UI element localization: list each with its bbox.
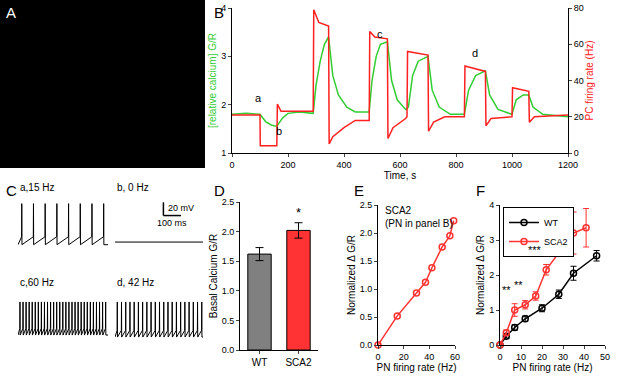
svg-text:WT: WT [544,218,558,228]
svg-text:Normalized Δ G/R: Normalized Δ G/R [346,235,357,315]
svg-text:40: 40 [574,76,584,86]
svg-text:C: C [6,182,17,199]
svg-text:20: 20 [574,112,584,122]
svg-text:100 ms: 100 ms [157,218,187,228]
svg-text:0: 0 [229,160,234,170]
svg-text:20: 20 [537,352,547,362]
svg-text:800: 800 [448,160,463,170]
svg-text:[relative calcium] G/R: [relative calcium] G/R [207,33,218,128]
svg-text:SCA2: SCA2 [544,237,568,247]
svg-text:1: 1 [489,305,494,315]
svg-text:80: 80 [574,3,584,13]
svg-text:d: d [472,47,478,59]
svg-text:400: 400 [336,160,351,170]
svg-text:0: 0 [574,148,579,158]
svg-text:*: * [296,205,301,220]
svg-text:4: 4 [221,3,226,13]
svg-text:**: ** [514,279,523,291]
svg-text:30: 30 [558,352,568,362]
svg-text:E: E [354,182,364,199]
svg-text:2.0: 2.0 [222,227,235,237]
svg-text:2.5: 2.5 [222,197,235,207]
svg-text:c: c [377,28,383,40]
svg-text:PN firing rate (Hz): PN firing rate (Hz) [512,362,592,373]
svg-text:***: *** [528,244,542,256]
svg-text:0.0: 0.0 [360,340,373,350]
svg-text:0.5: 0.5 [360,312,373,322]
svg-text:0: 0 [489,340,494,350]
svg-text:1200: 1200 [558,160,578,170]
svg-text:600: 600 [392,160,407,170]
svg-text:b, 0 Hz: b, 0 Hz [117,182,149,193]
svg-text:2: 2 [221,100,226,110]
svg-text:4: 4 [489,200,494,210]
svg-text:B: B [214,4,224,21]
svg-text:60: 60 [450,352,460,362]
svg-text:0: 0 [497,352,502,362]
svg-text:1.0: 1.0 [360,284,373,294]
svg-text:D: D [214,182,225,199]
svg-text:1.5: 1.5 [360,256,373,266]
svg-text:F: F [476,182,485,199]
svg-text:60: 60 [574,39,584,49]
svg-text:Normalized Δ G/R: Normalized Δ G/R [475,235,486,315]
svg-text:40: 40 [579,352,589,362]
svg-text:0.0: 0.0 [222,345,235,355]
svg-text:10: 10 [516,352,526,362]
svg-text:SCA2: SCA2 [285,357,312,368]
svg-text:200: 200 [280,160,295,170]
svg-text:c,60 Hz: c,60 Hz [20,277,54,288]
svg-text:a: a [255,92,262,104]
svg-text:PN firing rate (Hz): PN firing rate (Hz) [376,362,456,373]
svg-text:b: b [276,125,282,137]
svg-text:SCA2(PN in panel B): SCA2(PN in panel B) [385,205,453,229]
svg-text:PC firing rate (Hz): PC firing rate (Hz) [584,40,595,120]
svg-text:3: 3 [489,235,494,245]
svg-text:**: ** [502,284,511,296]
svg-text:2.5: 2.5 [360,200,373,210]
svg-text:WT: WT [252,357,268,368]
svg-text:50: 50 [600,352,610,362]
svg-text:Basal Calcium G/R: Basal Calcium G/R [208,234,219,318]
svg-text:2.0: 2.0 [360,228,373,238]
svg-text:1.0: 1.0 [222,286,235,296]
svg-text:3: 3 [221,51,226,61]
svg-text:a,15 Hz: a,15 Hz [20,182,54,193]
svg-text:1.5: 1.5 [222,256,235,266]
svg-text:0: 0 [375,352,380,362]
svg-text:A: A [6,4,16,21]
svg-text:0.5: 0.5 [222,316,235,326]
svg-text:20: 20 [399,352,409,362]
svg-text:2: 2 [489,270,494,280]
svg-text:d, 42 Hz: d, 42 Hz [117,277,154,288]
svg-text:20 mV: 20 mV [168,203,194,213]
svg-text:40: 40 [424,352,434,362]
svg-text:1000: 1000 [502,160,522,170]
svg-text:Time, s: Time, s [384,170,416,181]
svg-text:1: 1 [221,148,226,158]
